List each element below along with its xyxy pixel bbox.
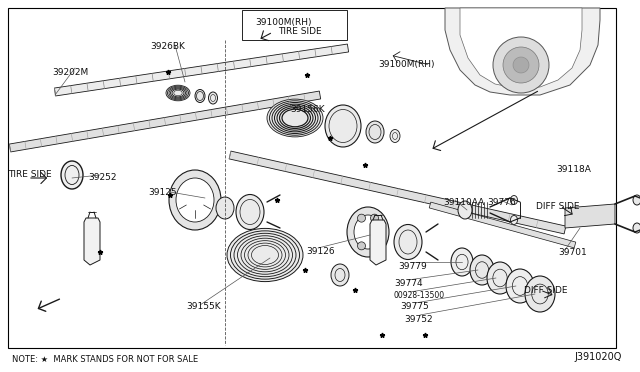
Text: 39779: 39779 — [398, 262, 427, 271]
Circle shape — [371, 242, 378, 250]
Ellipse shape — [170, 88, 186, 98]
Circle shape — [371, 214, 378, 222]
Text: 3926BK: 3926BK — [150, 42, 185, 51]
Ellipse shape — [209, 92, 218, 104]
Ellipse shape — [169, 170, 221, 230]
Ellipse shape — [487, 262, 513, 294]
Circle shape — [493, 37, 549, 93]
Ellipse shape — [236, 195, 264, 230]
Ellipse shape — [511, 196, 518, 205]
Circle shape — [358, 242, 365, 250]
Text: J391020Q: J391020Q — [574, 352, 621, 362]
Bar — [242, 10, 347, 40]
Text: 00928-13500: 00928-13500 — [394, 291, 445, 300]
Ellipse shape — [168, 86, 189, 100]
Text: 39125: 39125 — [148, 188, 177, 197]
Ellipse shape — [267, 99, 323, 137]
Polygon shape — [54, 44, 349, 96]
Text: 39252: 39252 — [88, 173, 116, 182]
Circle shape — [513, 57, 529, 73]
Text: 39701: 39701 — [558, 248, 587, 257]
Ellipse shape — [347, 207, 389, 257]
Text: TIRE SIDE: TIRE SIDE — [8, 170, 52, 179]
Text: 39118A: 39118A — [556, 165, 591, 174]
Ellipse shape — [61, 161, 83, 189]
Polygon shape — [565, 204, 615, 228]
Polygon shape — [429, 202, 576, 248]
Text: 39156K: 39156K — [290, 105, 324, 114]
Polygon shape — [84, 218, 100, 265]
Circle shape — [358, 214, 365, 222]
Text: NOTE: ★  MARK STANDS FOR NOT FOR SALE: NOTE: ★ MARK STANDS FOR NOT FOR SALE — [12, 355, 198, 364]
Ellipse shape — [366, 121, 384, 143]
Text: 39100M(RH): 39100M(RH) — [255, 18, 312, 27]
Polygon shape — [370, 220, 386, 265]
Ellipse shape — [633, 195, 640, 205]
Text: 39110AA: 39110AA — [443, 198, 484, 207]
Text: 39752: 39752 — [404, 315, 433, 324]
Ellipse shape — [354, 215, 382, 249]
Text: 39126: 39126 — [306, 247, 335, 256]
Ellipse shape — [166, 85, 190, 101]
Text: TIRE SIDE: TIRE SIDE — [278, 27, 322, 36]
Ellipse shape — [331, 264, 349, 286]
Polygon shape — [10, 91, 321, 152]
Text: DIFF SIDE: DIFF SIDE — [536, 202, 579, 211]
Ellipse shape — [216, 197, 234, 219]
Ellipse shape — [176, 178, 214, 222]
Text: 39775: 39775 — [400, 302, 429, 311]
Text: 39776: 39776 — [487, 198, 516, 207]
Ellipse shape — [394, 224, 422, 260]
Ellipse shape — [511, 215, 518, 224]
Circle shape — [503, 47, 539, 83]
Text: DIFF SIDE: DIFF SIDE — [524, 286, 568, 295]
Ellipse shape — [390, 129, 400, 142]
Polygon shape — [445, 8, 600, 95]
Text: 39202M: 39202M — [52, 68, 88, 77]
Ellipse shape — [195, 90, 205, 103]
Ellipse shape — [172, 89, 184, 97]
Ellipse shape — [458, 201, 472, 219]
Polygon shape — [460, 8, 582, 87]
Ellipse shape — [227, 228, 303, 282]
Ellipse shape — [525, 276, 555, 312]
Ellipse shape — [506, 269, 534, 303]
Polygon shape — [229, 151, 566, 234]
Ellipse shape — [325, 105, 361, 147]
Ellipse shape — [451, 248, 473, 276]
Ellipse shape — [169, 87, 187, 99]
Ellipse shape — [633, 223, 640, 233]
Text: 39155K: 39155K — [186, 302, 221, 311]
Ellipse shape — [470, 255, 494, 285]
Text: 39774: 39774 — [394, 279, 422, 288]
Text: 39100M(RH): 39100M(RH) — [378, 60, 435, 69]
